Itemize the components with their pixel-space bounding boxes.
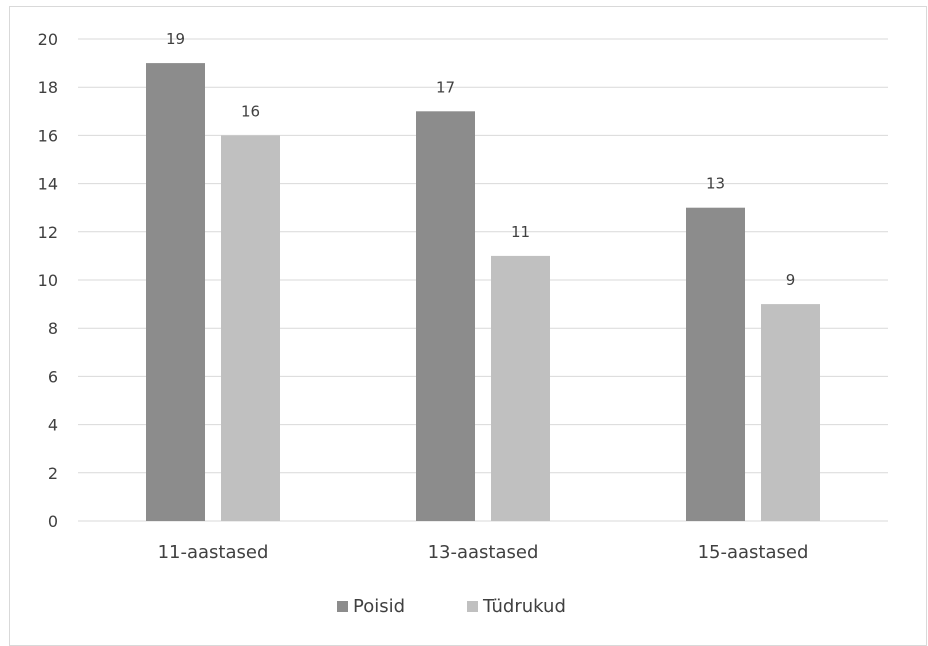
bars — [146, 63, 820, 522]
data-label: 19 — [166, 30, 185, 48]
x-tick-label: 15-aastased — [698, 542, 809, 563]
data-labels: 19 16 17 11 13 9 — [166, 30, 795, 289]
x-tick-label: 13-aastased — [428, 542, 539, 563]
y-tick-label: 12 — [38, 223, 58, 242]
y-tick-label: 10 — [38, 271, 58, 290]
y-tick-label: 20 — [38, 30, 58, 49]
bar-poisid-15-aastased — [686, 207, 745, 521]
data-label: 17 — [436, 78, 455, 96]
y-tick-label: 18 — [38, 78, 58, 97]
data-label: 11 — [511, 223, 530, 241]
y-tick-label: 8 — [48, 319, 58, 338]
legend-label: Poisid — [353, 596, 405, 617]
bar-tüdrukud-13-aastased — [491, 255, 550, 521]
x-tick-label: 11-aastased — [158, 542, 269, 563]
y-tick-label: 4 — [48, 416, 58, 435]
bar-poisid-13-aastased — [416, 111, 475, 522]
data-label: 9 — [786, 271, 796, 289]
legend-swatch — [467, 601, 478, 612]
y-tick-label: 14 — [38, 175, 58, 194]
legend-swatch — [337, 601, 348, 612]
bar-tüdrukud-11-aastased — [221, 135, 280, 521]
y-tick-label: 16 — [38, 126, 58, 145]
bar-poisid-11-aastased — [146, 63, 205, 521]
y-tick-label: 0 — [48, 512, 58, 531]
gridlines — [78, 38, 888, 522]
y-tick-label: 2 — [48, 464, 58, 483]
y-tick-label: 6 — [48, 367, 58, 386]
x-axis: 11-aastased 13-aastased 15-aastased — [158, 542, 809, 563]
legend: Poisid Tüdrukud — [337, 596, 566, 617]
bar-chart: 0 2 4 6 8 10 12 14 16 18 20 19 16 17 11 13 9 11-aastase… — [38, 30, 888, 617]
data-label: 16 — [241, 102, 260, 120]
bar-tüdrukud-15-aastased — [761, 304, 820, 521]
data-label: 13 — [706, 175, 725, 193]
y-axis: 0 2 4 6 8 10 12 14 16 18 20 — [38, 30, 58, 531]
legend-label: Tüdrukud — [482, 596, 566, 617]
